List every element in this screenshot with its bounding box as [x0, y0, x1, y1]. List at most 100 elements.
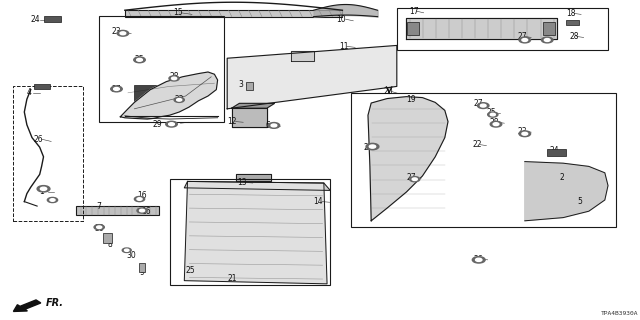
Circle shape: [271, 124, 277, 127]
Text: 3: 3: [238, 80, 243, 89]
Bar: [246, 82, 253, 90]
Circle shape: [137, 198, 142, 200]
Circle shape: [172, 77, 177, 80]
Circle shape: [519, 131, 531, 137]
Text: 6: 6: [266, 121, 271, 130]
Bar: [170, 179, 330, 285]
Text: 22: 22: [472, 140, 482, 149]
Text: 20: 20: [384, 87, 394, 96]
Text: 8: 8: [108, 240, 112, 249]
Bar: [134, 85, 176, 102]
Circle shape: [490, 121, 502, 127]
Text: 25: 25: [486, 108, 496, 117]
Polygon shape: [232, 108, 267, 127]
Circle shape: [122, 248, 131, 252]
Circle shape: [476, 258, 482, 261]
Bar: [351, 93, 616, 227]
Circle shape: [412, 178, 417, 180]
Text: 29: 29: [152, 120, 162, 129]
Bar: [125, 10, 342, 17]
Circle shape: [94, 225, 104, 230]
Circle shape: [174, 97, 184, 102]
Text: 4: 4: [27, 88, 32, 97]
Text: 25: 25: [186, 266, 195, 275]
Text: 18: 18: [566, 9, 576, 18]
Text: 27: 27: [474, 99, 483, 108]
Text: 15: 15: [173, 8, 182, 17]
Circle shape: [472, 257, 485, 263]
Polygon shape: [184, 181, 330, 190]
Circle shape: [522, 132, 527, 135]
Circle shape: [480, 104, 486, 107]
Circle shape: [111, 86, 122, 92]
Circle shape: [169, 123, 174, 125]
Circle shape: [166, 121, 177, 127]
Text: 28: 28: [570, 32, 579, 41]
Text: 24: 24: [31, 15, 40, 24]
Circle shape: [177, 99, 182, 101]
Bar: [76, 206, 159, 215]
Bar: [103, 233, 112, 243]
Polygon shape: [236, 174, 271, 181]
Circle shape: [366, 143, 379, 150]
Bar: [397, 8, 608, 50]
Bar: [547, 149, 566, 156]
Polygon shape: [406, 18, 557, 39]
Text: 10: 10: [336, 15, 346, 24]
Text: 12: 12: [227, 117, 237, 126]
Bar: [543, 22, 555, 35]
Circle shape: [493, 123, 499, 125]
Circle shape: [114, 87, 119, 90]
Text: 23: 23: [517, 127, 527, 136]
Polygon shape: [368, 97, 448, 221]
Circle shape: [47, 197, 58, 203]
Text: 28: 28: [490, 118, 499, 127]
Bar: [139, 263, 145, 272]
Bar: [44, 16, 61, 22]
Text: 26: 26: [33, 135, 43, 144]
Text: 27: 27: [406, 173, 416, 182]
Text: 28: 28: [170, 72, 179, 81]
Text: 27: 27: [112, 85, 122, 94]
Circle shape: [40, 187, 47, 190]
Bar: [13, 86, 83, 221]
Circle shape: [97, 226, 102, 228]
Bar: [384, 106, 438, 141]
Text: 30: 30: [127, 251, 136, 260]
Text: 27: 27: [517, 32, 527, 41]
Text: 5: 5: [577, 197, 582, 206]
Polygon shape: [291, 51, 314, 61]
Circle shape: [134, 57, 145, 63]
Text: 23: 23: [112, 28, 122, 36]
Circle shape: [369, 145, 376, 148]
Polygon shape: [525, 162, 608, 221]
Text: 11: 11: [339, 42, 349, 51]
Circle shape: [120, 32, 125, 35]
Text: TPA4B3930A: TPA4B3930A: [601, 311, 639, 316]
Text: 29: 29: [364, 143, 373, 152]
Text: 17: 17: [410, 7, 419, 16]
Circle shape: [541, 37, 553, 43]
FancyArrow shape: [13, 300, 41, 311]
Text: 16: 16: [141, 207, 150, 216]
Circle shape: [169, 76, 179, 81]
Text: 22: 22: [174, 95, 184, 104]
Text: 24: 24: [549, 146, 559, 155]
Circle shape: [488, 112, 498, 117]
Bar: [99, 16, 224, 122]
Text: 2: 2: [560, 173, 564, 182]
Circle shape: [117, 30, 129, 36]
Text: 26: 26: [474, 255, 483, 264]
Circle shape: [410, 177, 420, 182]
Bar: [34, 84, 50, 89]
Circle shape: [545, 38, 550, 41]
Circle shape: [490, 113, 495, 116]
Text: 25: 25: [134, 55, 144, 64]
Polygon shape: [232, 103, 275, 108]
Bar: [407, 22, 419, 35]
Circle shape: [522, 38, 527, 41]
Bar: [566, 20, 579, 25]
Text: 16: 16: [138, 191, 147, 200]
Circle shape: [137, 208, 147, 213]
Circle shape: [140, 209, 145, 212]
